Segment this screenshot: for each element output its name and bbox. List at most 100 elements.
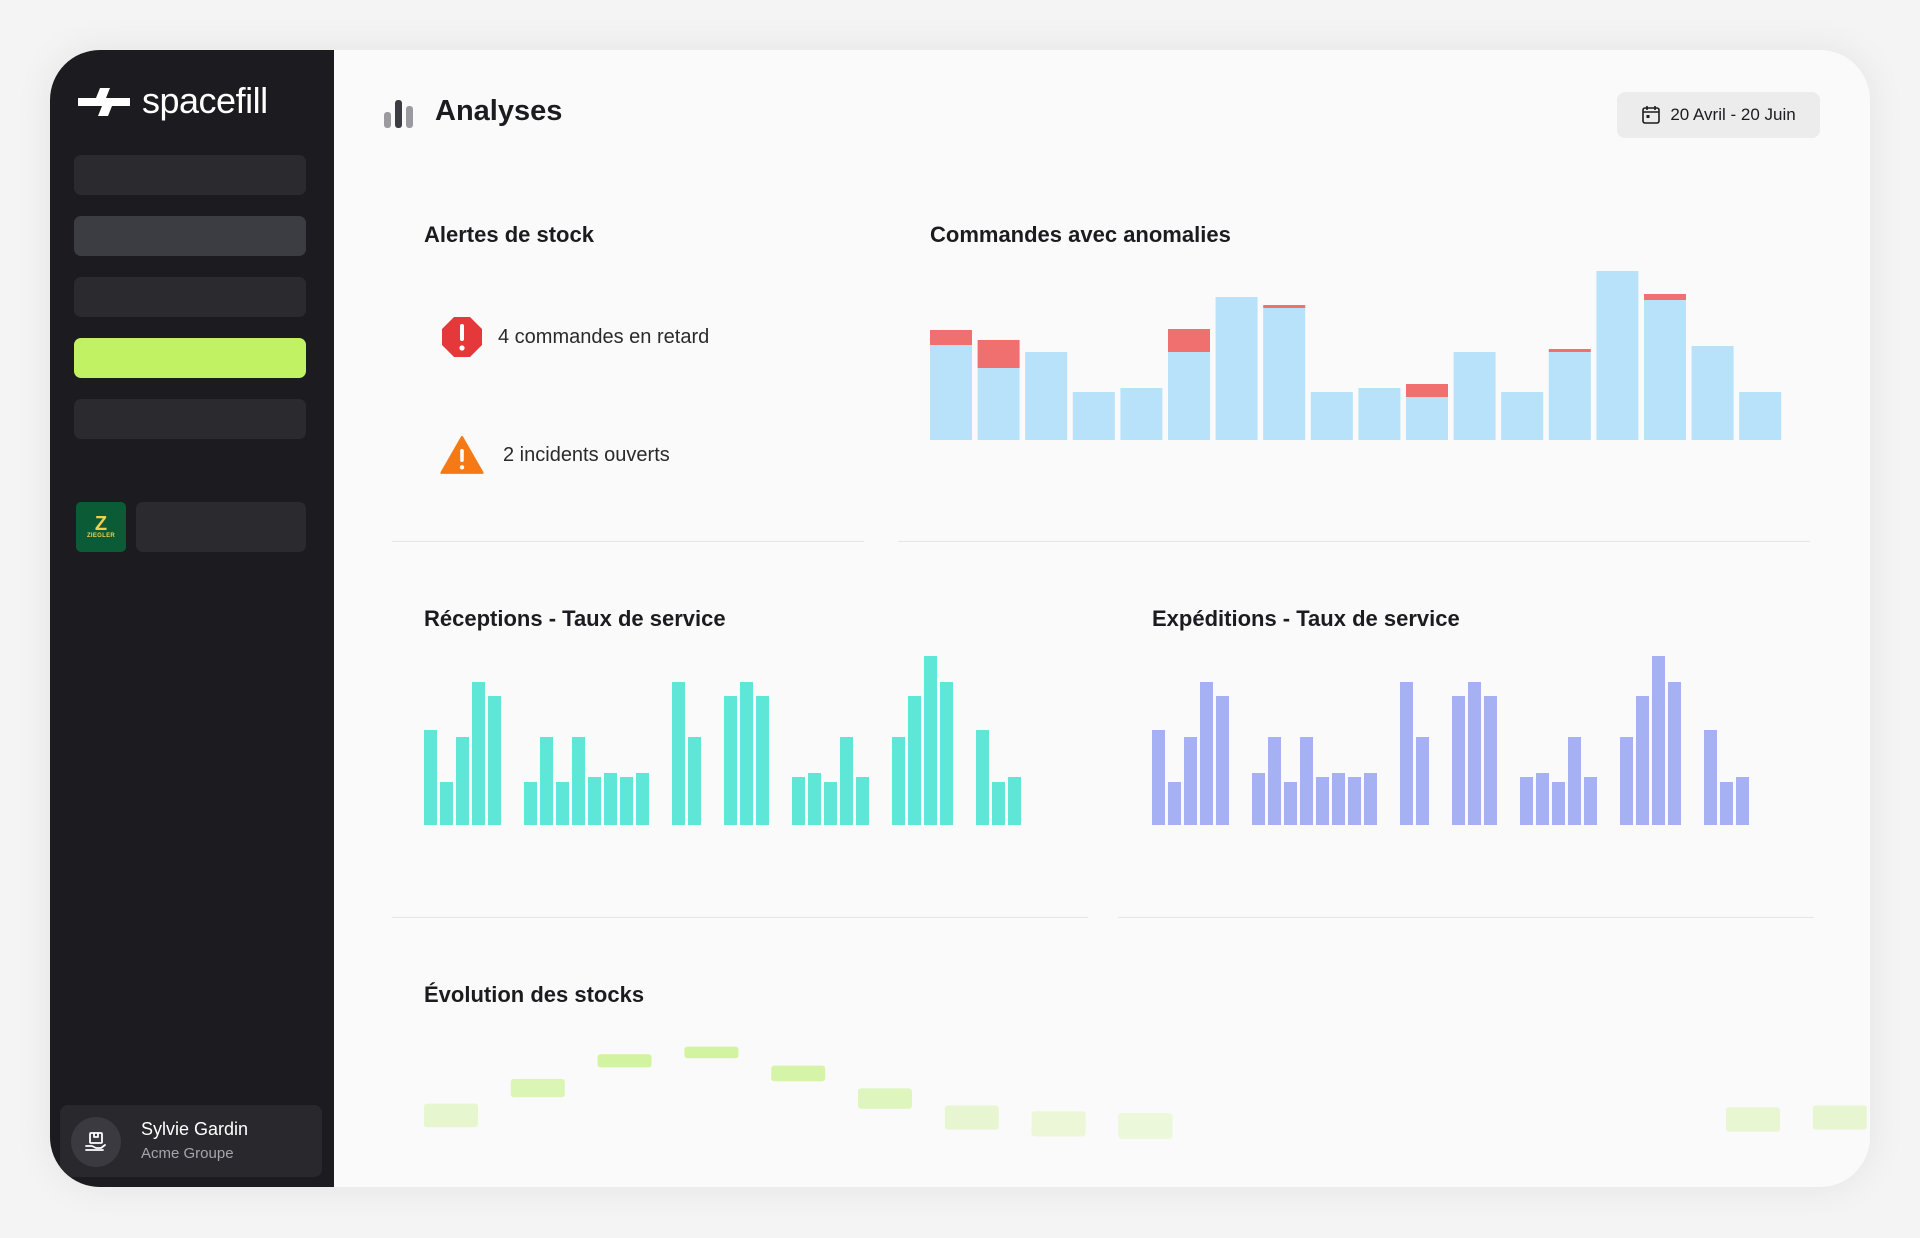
alert-open-incidents-text: 2 incidents ouverts (503, 443, 670, 466)
chart-bar (1284, 782, 1297, 825)
client-logo[interactable]: Z ZIEGLER (76, 502, 126, 552)
divider (392, 917, 1088, 918)
stock-level-mark (1812, 1105, 1867, 1130)
spacefill-logo-icon (78, 88, 130, 116)
chart-bar (1452, 696, 1465, 825)
chart-bar-anomaly (1168, 329, 1210, 352)
chart-bar (524, 782, 537, 825)
chart-bar (440, 782, 453, 825)
divider (898, 541, 1810, 542)
chart-bar (977, 368, 1020, 440)
chart-bar (588, 777, 601, 825)
chart-bar (930, 345, 972, 440)
chart-bar (1332, 773, 1345, 825)
alert-late-orders-text: 4 commandes en retard (498, 325, 710, 348)
user-profile-card[interactable]: Sylvie Gardin Acme Groupe (60, 1105, 322, 1177)
nav-item-1[interactable] (74, 155, 306, 195)
alert-open-incidents[interactable]: 2 incidents ouverts (440, 433, 670, 477)
date-range-label: 20 Avril - 20 Juin (1670, 105, 1796, 124)
chart-bar (1720, 782, 1733, 825)
chart-bar (1406, 397, 1448, 440)
user-name: Sylvie Gardin (141, 1119, 249, 1139)
anomalies-chart-title: Commandes avec anomalies (930, 222, 1231, 247)
chart-bar-anomaly (1406, 384, 1448, 397)
chart-bar (856, 777, 869, 825)
date-range-button[interactable]: 20 Avril - 20 Juin (1617, 92, 1820, 138)
chart-bar (1216, 696, 1229, 825)
client-logo-text: ZIEGLER (86, 533, 116, 539)
chart-bar (756, 696, 769, 825)
chart-bar (688, 737, 701, 825)
chart-bar (1358, 388, 1401, 440)
chart-bar (1620, 737, 1633, 825)
chart-bar (1348, 777, 1361, 825)
stock-level-mark (424, 1103, 478, 1128)
nav-item-analyses-active[interactable] (74, 338, 306, 378)
nav-item-3[interactable] (74, 277, 306, 317)
chart-bar (1072, 392, 1115, 440)
stock-evolution-title: Évolution des stocks (424, 982, 645, 1007)
chart-bar (1520, 777, 1533, 825)
chart-bar (1263, 308, 1306, 440)
chart-bar (556, 782, 569, 825)
warning-triangle-icon (440, 433, 484, 477)
chart-bar (572, 737, 585, 825)
chart-bar (1200, 682, 1213, 825)
chart-bar-anomaly (1644, 294, 1686, 300)
chart-bar (1025, 352, 1068, 440)
stock-level-mark (944, 1105, 999, 1130)
chart-bar (1168, 352, 1210, 440)
chart-bar (908, 696, 921, 825)
chart-bar (1736, 777, 1749, 825)
chart-bar (1215, 297, 1258, 440)
chart-bar (1184, 737, 1197, 825)
chart-bar (1252, 773, 1265, 825)
chart-bar (1453, 352, 1496, 440)
alert-late-orders[interactable]: 4 commandes en retard (440, 315, 709, 359)
chart-bar (424, 730, 437, 825)
chart-bar (1501, 392, 1544, 440)
chart-bar (792, 777, 805, 825)
chart-bar (824, 782, 837, 825)
chart-bar (940, 682, 953, 825)
bar-chart-icon (384, 98, 416, 133)
chart-bar (1552, 782, 1565, 825)
chart-bar (1644, 300, 1686, 440)
brand-name: spacefill (142, 80, 268, 121)
nav-item-5[interactable] (74, 399, 306, 439)
stock-evolution-chart (424, 1046, 1867, 1139)
chart-bar (808, 773, 821, 825)
stock-alerts-title: Alertes de stock (424, 222, 594, 247)
chart-bar (540, 737, 553, 825)
expeditions-chart (1152, 656, 1749, 825)
chart-bar (1668, 682, 1681, 825)
stock-level-mark (1118, 1113, 1173, 1139)
brand-logo[interactable]: spacefill (76, 80, 268, 122)
chart-bar (488, 696, 501, 825)
chart-bar (1310, 392, 1353, 440)
chart-bar (1636, 696, 1649, 825)
chart-bar (1268, 737, 1281, 825)
page-title: Analyses (435, 95, 563, 127)
stock-level-mark (597, 1054, 652, 1068)
chart-bar (472, 682, 485, 825)
chart-bar (620, 777, 633, 825)
nav-item-2[interactable] (74, 216, 306, 256)
chart-bar (1400, 682, 1413, 825)
chart-bar (1468, 682, 1481, 825)
divider (1118, 917, 1814, 918)
chart-bar (1568, 737, 1581, 825)
chart-bar (1008, 777, 1021, 825)
chart-bar-anomaly (1263, 305, 1306, 308)
chart-bar (1584, 777, 1597, 825)
chart-bar (1596, 271, 1639, 440)
chart-bar (976, 730, 989, 825)
user-organization: Acme Groupe (141, 1145, 234, 1162)
stock-level-mark (684, 1046, 739, 1059)
chart-bar (1548, 352, 1591, 440)
chart-bar (1364, 773, 1377, 825)
chart-bar (724, 696, 737, 825)
client-selector[interactable] (136, 502, 306, 552)
chart-bar (1316, 777, 1329, 825)
chart-bar (1484, 696, 1497, 825)
